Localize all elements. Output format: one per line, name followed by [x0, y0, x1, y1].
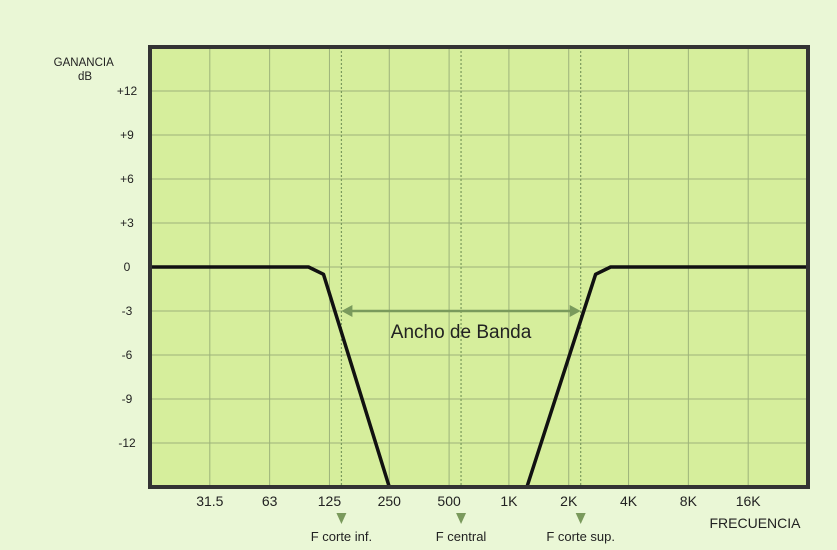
plot-frame — [148, 45, 810, 489]
y-tick-label: -3 — [122, 304, 133, 318]
marker-label: F corte sup. — [546, 529, 615, 544]
y-tick-label: +9 — [120, 128, 134, 142]
y-axis-title-line2: dB — [78, 71, 92, 83]
x-tick-label: 500 — [437, 493, 461, 509]
y-tick-label: +6 — [120, 172, 134, 186]
x-tick-label: 1K — [500, 493, 518, 509]
x-tick-label: 31.5 — [196, 493, 223, 509]
marker-arrow-down — [575, 513, 586, 524]
x-tick-label: 4K — [620, 493, 638, 509]
marker-arrow-down — [456, 513, 467, 524]
y-tick-label: +12 — [117, 84, 138, 98]
bandwidth-label: Ancho de Banda — [391, 322, 532, 343]
x-tick-label: 125 — [318, 493, 342, 509]
y-axis-title-line1: GANANCIA — [54, 57, 114, 69]
y-tick-label: +3 — [120, 216, 134, 230]
y-tick-label: -6 — [122, 348, 133, 362]
bandwidth-indicator: Ancho de Banda — [341, 305, 581, 343]
x-tick-label: 250 — [378, 493, 402, 509]
y-tick-label: -9 — [122, 392, 133, 406]
y-tick-label: -12 — [118, 436, 136, 450]
x-axis-title: FRECUENCIA — [709, 515, 801, 531]
x-tick-labels: 31.5 63 125 250 500 1K 2K 4K 8K 16K — [196, 493, 761, 509]
x-tick-label: 16K — [736, 493, 762, 509]
x-tick-label: 8K — [680, 493, 698, 509]
bandwidth-arrow-right — [569, 305, 581, 317]
marker-arrow-down — [336, 513, 347, 524]
y-tick-labels: +12 +9 +6 +3 0 -3 -6 -9 -12 — [117, 84, 138, 450]
x-tick-label: 2K — [560, 493, 578, 509]
y-axis-title: GANANCIA dB — [54, 57, 117, 83]
marker-label: F central — [436, 529, 487, 544]
annotation-lines — [340, 47, 582, 487]
y-tick-label: 0 — [124, 260, 131, 274]
frequency-markers: F corte inf. F central F corte sup. — [311, 513, 615, 544]
bandwidth-arrow-left — [341, 305, 353, 317]
marker-label: F corte inf. — [311, 529, 372, 544]
x-tick-label: 63 — [262, 493, 278, 509]
